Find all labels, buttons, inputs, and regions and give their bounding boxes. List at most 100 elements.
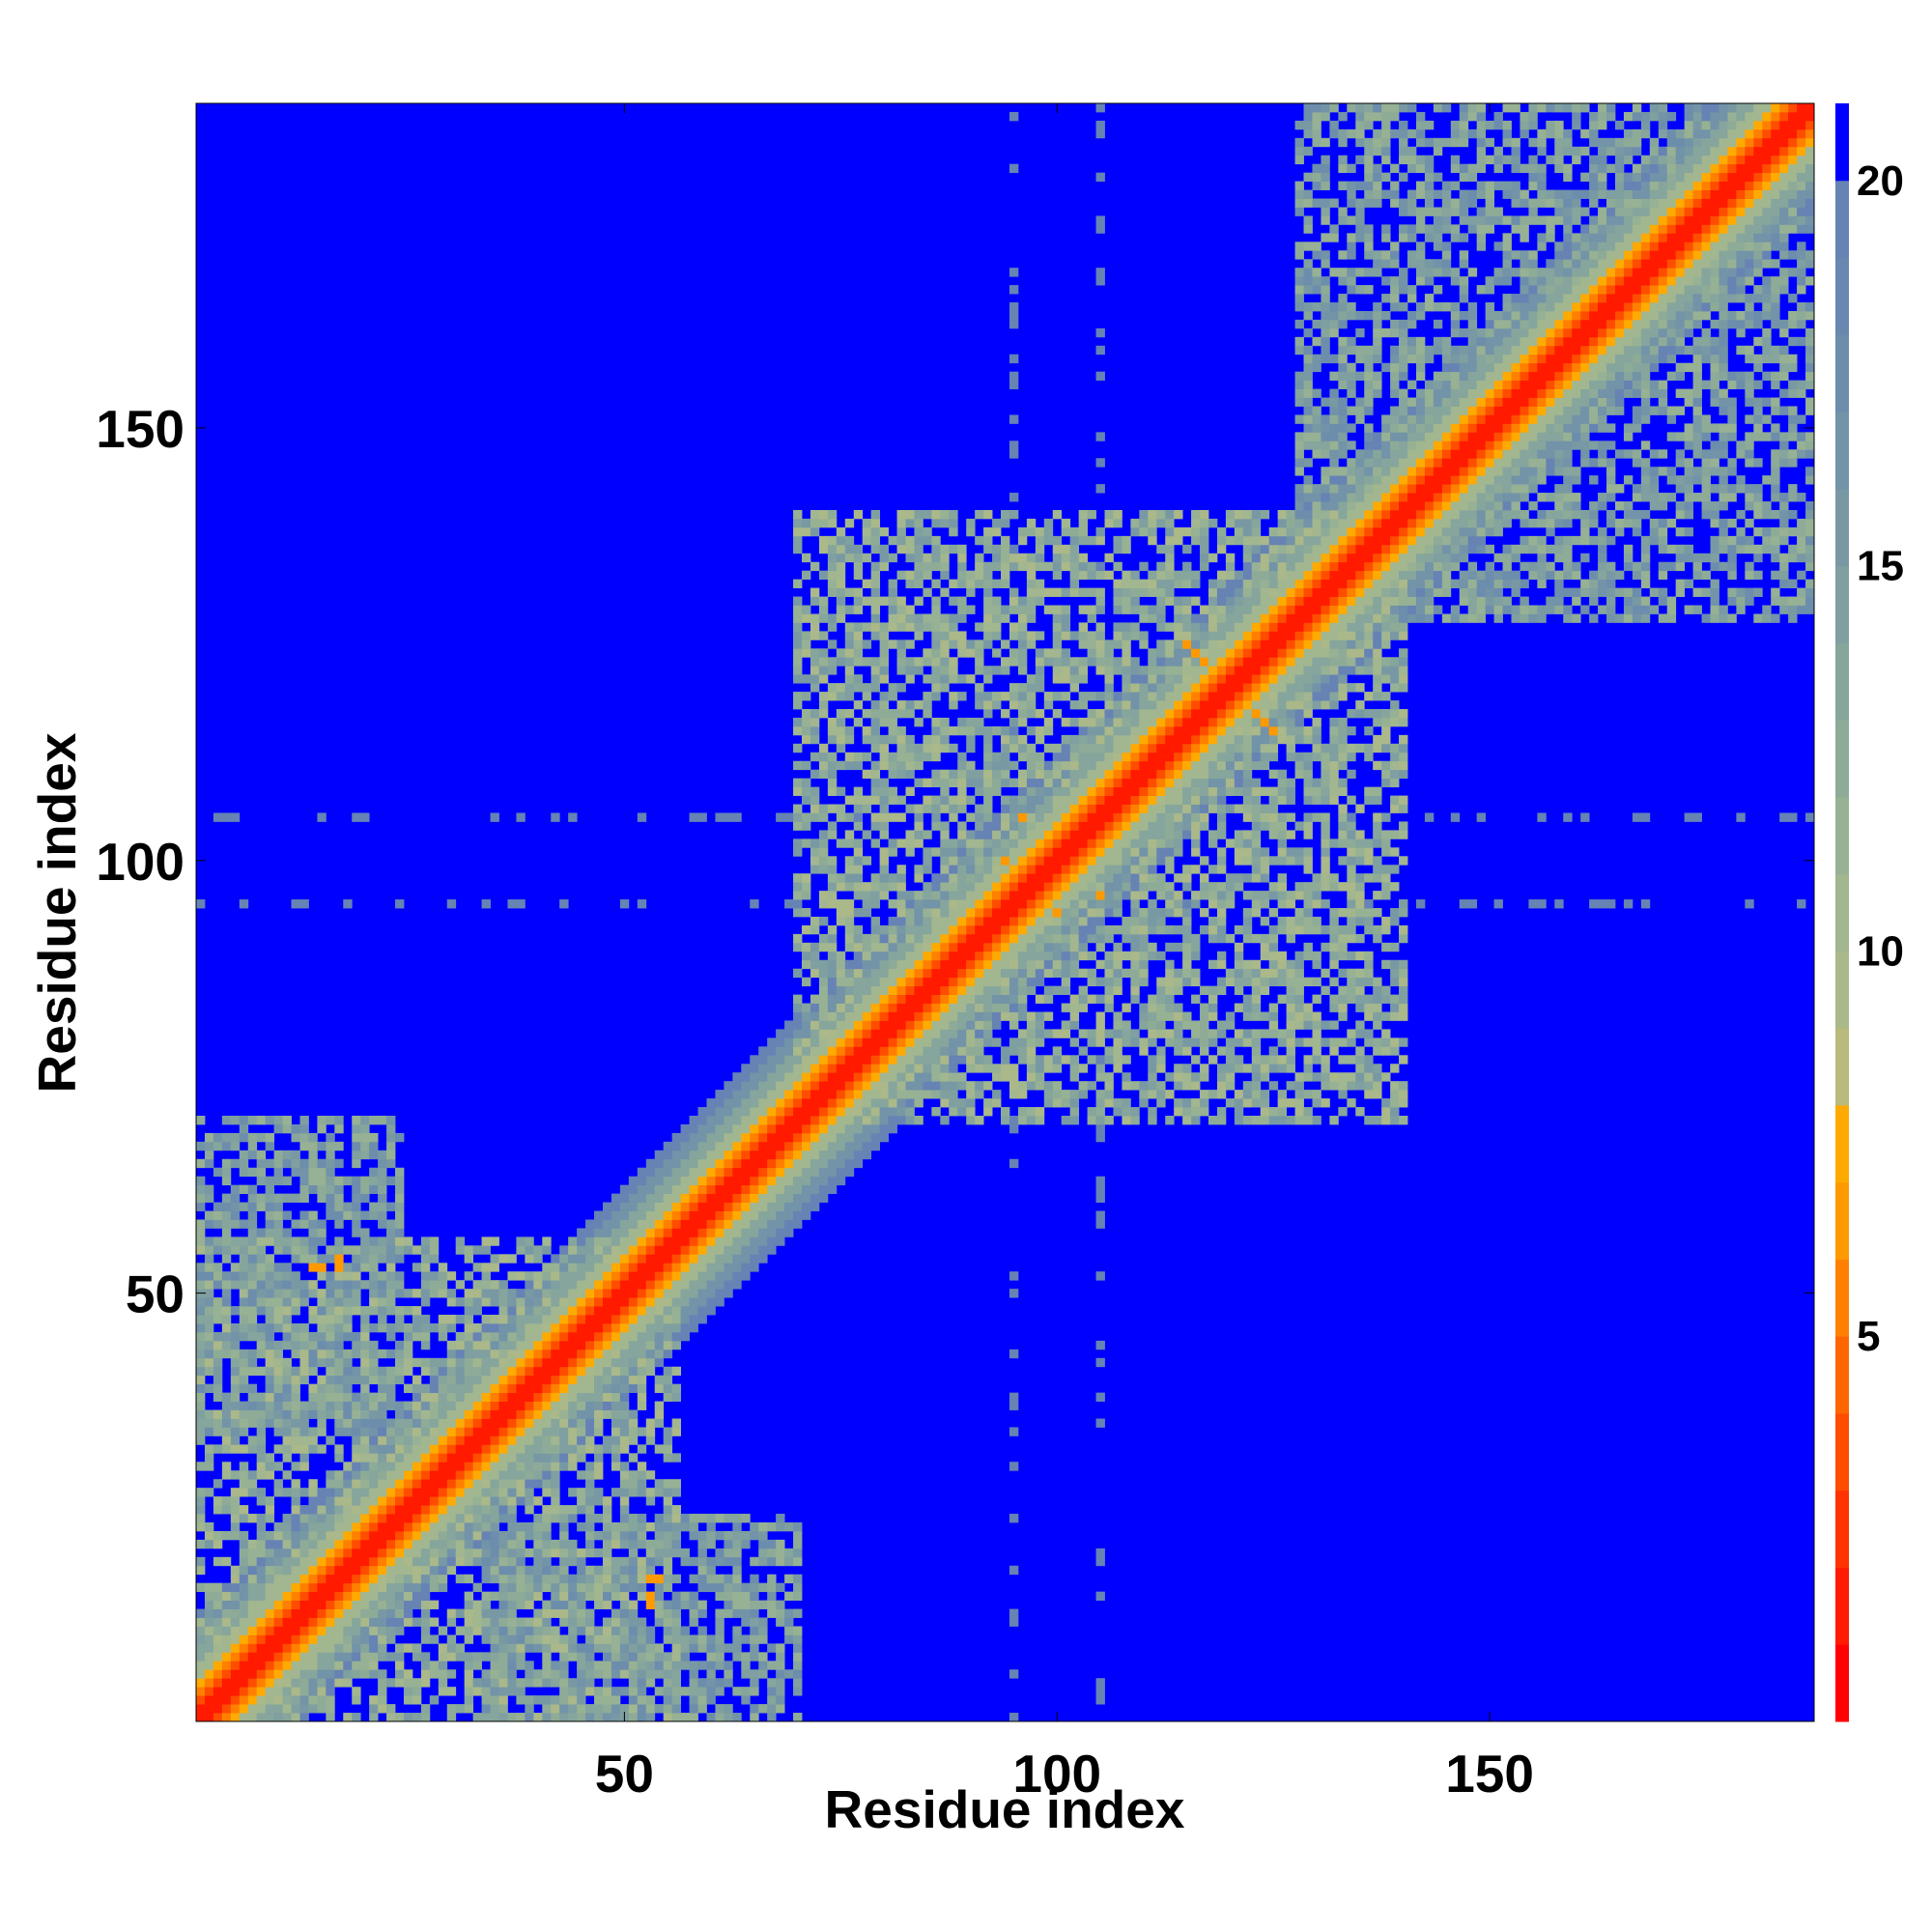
heatmap-cell bbox=[247, 1219, 258, 1229]
heatmap-cell bbox=[343, 1470, 353, 1480]
heatmap-cell bbox=[1156, 1081, 1166, 1091]
heatmap-cell bbox=[446, 1392, 457, 1402]
heatmap-cell bbox=[507, 1600, 517, 1609]
heatmap-cell bbox=[1225, 743, 1236, 753]
heatmap-cell bbox=[983, 804, 993, 813]
heatmap-cell bbox=[758, 1661, 768, 1670]
heatmap-cell bbox=[455, 1643, 466, 1653]
heatmap-cell bbox=[533, 1591, 543, 1601]
heatmap-cell bbox=[1191, 752, 1201, 762]
heatmap-cell bbox=[256, 1289, 267, 1298]
heatmap-cell bbox=[818, 1167, 838, 1178]
heatmap-cell bbox=[326, 1150, 335, 1160]
heatmap-cell bbox=[230, 1202, 241, 1211]
heatmap-cell bbox=[715, 1626, 724, 1635]
heatmap-cell bbox=[862, 1037, 889, 1047]
heatmap-cell bbox=[741, 1210, 759, 1220]
heatmap-cell bbox=[213, 1141, 223, 1151]
heatmap-cell bbox=[1234, 951, 1244, 961]
heatmap-cell bbox=[1390, 752, 1400, 762]
heatmap-cell bbox=[282, 1669, 300, 1679]
heatmap-cell bbox=[1225, 899, 1236, 909]
heatmap-cell bbox=[1035, 1081, 1045, 1091]
heatmap-cell bbox=[403, 1548, 422, 1558]
heatmap-cell bbox=[1078, 743, 1105, 753]
heatmap-cell bbox=[1242, 760, 1253, 771]
heatmap-cell bbox=[525, 1366, 534, 1377]
heatmap-cell bbox=[1001, 891, 1010, 900]
heatmap-cell bbox=[611, 1315, 621, 1324]
heatmap-cell bbox=[1035, 804, 1054, 813]
heatmap-cell bbox=[827, 1055, 838, 1065]
heatmap-cell bbox=[412, 1315, 431, 1324]
heatmap-cell bbox=[1026, 916, 1037, 926]
heatmap-cell bbox=[204, 1236, 214, 1246]
heatmap-cell bbox=[438, 1409, 448, 1419]
heatmap-cell bbox=[446, 1409, 466, 1419]
heatmap-cell bbox=[637, 1626, 647, 1635]
heatmap-cell bbox=[680, 1263, 690, 1272]
heatmap-cell bbox=[793, 1176, 811, 1186]
heatmap-cell bbox=[317, 1704, 327, 1714]
heatmap-cell bbox=[671, 1219, 682, 1229]
heatmap-cell bbox=[844, 916, 855, 926]
heatmap-cell bbox=[1225, 1046, 1236, 1056]
heatmap-cell bbox=[1338, 743, 1348, 753]
heatmap-cell bbox=[966, 830, 976, 839]
heatmap-cell bbox=[559, 1661, 569, 1670]
heatmap-cell bbox=[663, 1617, 673, 1627]
heatmap-cell bbox=[1225, 760, 1236, 771]
heatmap-cell bbox=[230, 1366, 241, 1377]
heatmap-cell bbox=[879, 1123, 897, 1134]
heatmap-cell bbox=[758, 1167, 768, 1178]
heatmap-cell bbox=[378, 1600, 387, 1609]
heatmap-cell bbox=[975, 1055, 984, 1065]
heatmap-cell bbox=[378, 1521, 405, 1532]
heatmap-cell bbox=[326, 1340, 335, 1350]
heatmap-cell bbox=[403, 1530, 413, 1541]
heatmap-cell bbox=[896, 752, 915, 762]
heatmap-cell bbox=[369, 1245, 387, 1255]
heatmap-cell bbox=[481, 1453, 491, 1463]
heatmap-cell bbox=[204, 1340, 214, 1350]
heatmap-cell bbox=[490, 1297, 499, 1307]
heatmap-cell bbox=[204, 1453, 214, 1463]
heatmap-cell bbox=[1104, 847, 1122, 857]
heatmap-cell bbox=[230, 1375, 241, 1385]
heatmap-cell bbox=[196, 1539, 206, 1549]
heatmap-cell bbox=[481, 1617, 491, 1627]
heatmap-cell bbox=[412, 1556, 431, 1567]
heatmap-cell bbox=[645, 1496, 656, 1506]
heatmap-cell bbox=[1130, 882, 1140, 892]
heatmap-cell bbox=[213, 1219, 223, 1229]
heatmap-cell bbox=[853, 994, 864, 1004]
heatmap-cell bbox=[299, 1401, 309, 1410]
heatmap-cell bbox=[1026, 968, 1037, 979]
heatmap-cell bbox=[1338, 856, 1348, 866]
heatmap-cell bbox=[403, 1479, 413, 1489]
heatmap-cell bbox=[265, 1556, 275, 1567]
heatmap-cell bbox=[230, 1444, 249, 1454]
heatmap-cell bbox=[577, 1228, 595, 1237]
heatmap-cell bbox=[1355, 1046, 1365, 1056]
heatmap-cell bbox=[914, 908, 923, 918]
heatmap-cell bbox=[378, 1150, 387, 1160]
heatmap-cell bbox=[776, 1608, 785, 1618]
heatmap-cell bbox=[1208, 865, 1218, 874]
heatmap-cell bbox=[256, 1254, 267, 1264]
heatmap-cell bbox=[1148, 743, 1157, 753]
heatmap-cell bbox=[498, 1530, 508, 1541]
heatmap-cell bbox=[247, 1150, 258, 1160]
heatmap-cell bbox=[732, 1167, 759, 1178]
heatmap-cell bbox=[594, 1401, 604, 1410]
heatmap-cell bbox=[525, 1427, 543, 1436]
heatmap-cell bbox=[525, 1643, 534, 1653]
heatmap-cell bbox=[844, 933, 855, 944]
heatmap-cell bbox=[1017, 778, 1028, 788]
heatmap-cell bbox=[247, 1132, 258, 1143]
heatmap-cell bbox=[637, 1695, 647, 1705]
heatmap-cell bbox=[1001, 778, 1010, 788]
heatmap-cell bbox=[1148, 951, 1157, 961]
heatmap-cell bbox=[498, 1289, 508, 1298]
heatmap-cell bbox=[1174, 1064, 1183, 1073]
